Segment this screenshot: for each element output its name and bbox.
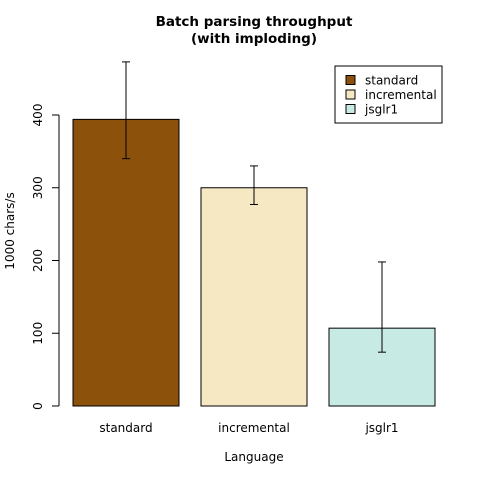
y-tick-label-0: 0 [31,402,45,410]
y-tick-label-400: 400 [31,104,45,127]
legend-swatch-jsglr1 [345,104,356,114]
bars-group [72,118,436,407]
x-tick-label-standard: standard [99,421,152,435]
chart-title-line-1: Batch parsing throughput [156,14,353,30]
bar-incremental [200,187,308,407]
y-axis: 0 100 200 300 400 [31,104,60,410]
legend-label-standard: standard [365,74,418,88]
legend-swatch-incremental [345,89,356,100]
legend-label-jsglr1: jsglr1 [364,103,398,117]
x-tick-label-incremental: incremental [218,421,290,435]
bar-standard [72,118,180,407]
y-axis-label: 1000 chars/s [3,192,17,269]
legend-label-incremental: incremental [365,88,437,102]
x-tick-labels: standard incremental jsglr1 [99,421,398,435]
y-tick-label-200: 200 [31,249,45,272]
legend-swatch-standard [345,75,356,85]
x-tick-label-jsglr1: jsglr1 [364,421,398,435]
chart-title-line-2: (with imploding) [191,31,317,47]
y-tick-label-300: 300 [31,176,45,199]
x-axis-label: Language [224,450,283,464]
error-bars-group [122,61,386,353]
y-tick-label-100: 100 [31,322,45,345]
